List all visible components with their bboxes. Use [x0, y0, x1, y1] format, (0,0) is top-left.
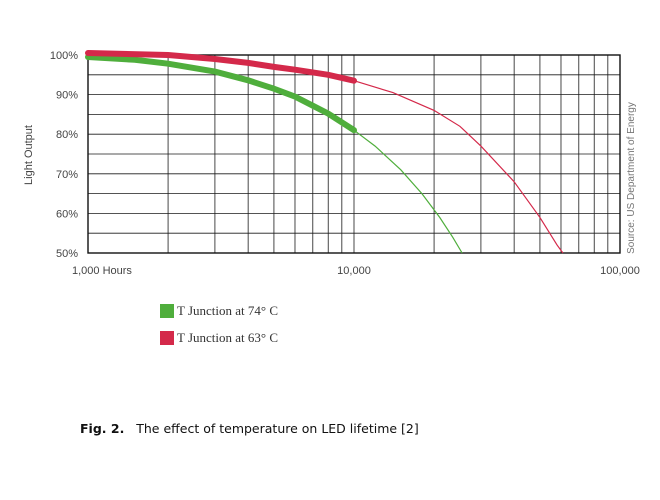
- lifetime-chart: 100% 90% 80% 70% 60% 50% 1,000 Hours 10,000 100…: [23, 50, 640, 277]
- chart-grid: [87, 54, 621, 254]
- y-tick-label: 100%: [50, 50, 78, 62]
- y-tick-label: 50%: [56, 248, 78, 260]
- plot-frame: [87, 54, 621, 254]
- y-tick-label: 90%: [56, 90, 78, 102]
- figure-caption: Fig. 2. The effect of temperature on LED…: [80, 421, 419, 436]
- series-line-measured-0: [85, 54, 357, 134]
- source-note: Source: US Department of Energy: [626, 102, 637, 254]
- y-tick-label: 70%: [56, 169, 78, 181]
- figure-number: Fig. 2.: [80, 421, 125, 436]
- y-tick-labels: 100% 90% 80% 70% 60% 50%: [50, 50, 78, 260]
- x-tick-label: 100,000: [600, 265, 640, 277]
- y-tick-label: 80%: [56, 129, 78, 141]
- x-tick-labels: 1,000 Hours 10,000 100,000: [72, 265, 640, 277]
- x-tick-label: 1,000 Hours: [72, 265, 132, 277]
- legend-item-63c: T Junction at 63° C: [160, 330, 278, 346]
- figure-caption-text: The effect of temperature on LED lifetim…: [136, 421, 419, 436]
- legend-swatch-green: [160, 304, 174, 318]
- y-tick-label: 60%: [56, 208, 78, 220]
- series-line-measured-1: [85, 50, 357, 84]
- x-tick-label: 10,000: [337, 265, 371, 277]
- legend-label-74c: T Junction at 74° C: [177, 303, 279, 318]
- chart-series: [85, 50, 564, 254]
- legend-label-63c: T Junction at 63° C: [177, 330, 279, 345]
- series-line-projected-1: [87, 52, 564, 254]
- legend-item-74c: T Junction at 74° C: [160, 303, 278, 319]
- y-axis-label: Light Output: [23, 125, 35, 185]
- legend-swatch-red: [160, 331, 174, 345]
